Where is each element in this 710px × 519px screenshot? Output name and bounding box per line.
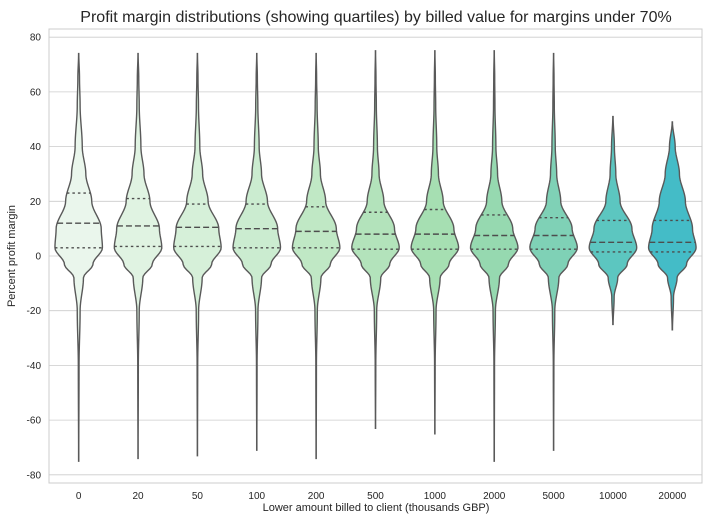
- violin-body: [647, 121, 697, 331]
- plot-frame: [48, 28, 703, 484]
- violin-500: [351, 50, 400, 429]
- x-tick-label: 20: [132, 491, 144, 502]
- violin-0: [54, 52, 104, 462]
- x-tick-label: 10000: [599, 491, 627, 502]
- x-tick-label: 200: [308, 491, 325, 502]
- y-tick-label: 80: [30, 33, 42, 44]
- violin-body: [113, 52, 163, 460]
- violin-body: [54, 52, 104, 462]
- x-ticks: 0 20 50 100 200 500 1000 2000 5000 10000 20000: [76, 491, 687, 502]
- y-ticks: 80 60 40 20 0 -20 -40 -60 -80: [27, 33, 42, 482]
- y-tick-label: -20: [27, 306, 42, 317]
- violin-1000: [410, 50, 460, 435]
- x-tick-label: 0: [76, 491, 82, 502]
- y-tick-label: 40: [30, 142, 42, 153]
- violin-body: [172, 52, 222, 457]
- y-axis-label: Percent profit margin: [6, 205, 18, 307]
- x-axis-label: Lower amount billed to client (thousands…: [263, 502, 490, 514]
- violin-5000: [529, 52, 579, 451]
- x-tick-label: 50: [192, 491, 204, 502]
- violins: [54, 50, 697, 462]
- violin-body: [232, 52, 282, 451]
- chart-title: Profit margin distributions (showing qua…: [80, 9, 671, 26]
- violin-200: [291, 52, 341, 460]
- violin-10000: [588, 115, 638, 326]
- y-tick-label: 20: [30, 197, 42, 208]
- y-tick-label: -60: [27, 416, 42, 427]
- violin-body: [291, 52, 341, 460]
- violin-body: [410, 50, 460, 435]
- y-tick-label: 0: [35, 252, 41, 263]
- y-tick-label: -40: [27, 361, 42, 372]
- violin-20000: [647, 121, 697, 331]
- violin-100: [232, 52, 282, 451]
- x-tick-label: 2000: [483, 491, 506, 502]
- violin-20: [113, 52, 163, 460]
- violin-body: [588, 115, 638, 326]
- violin-50: [172, 52, 222, 457]
- violin-body: [529, 52, 579, 451]
- x-tick-label: 20000: [658, 491, 686, 502]
- violin-body: [469, 50, 519, 462]
- violin-body: [351, 50, 400, 429]
- x-tick-label: 5000: [542, 491, 565, 502]
- y-tick-label: 60: [30, 87, 42, 98]
- x-tick-label: 1000: [424, 491, 447, 502]
- violin-2000: [469, 50, 519, 462]
- x-tick-label: 500: [367, 491, 384, 502]
- y-tick-label: -80: [27, 470, 42, 481]
- x-tick-label: 100: [248, 491, 265, 502]
